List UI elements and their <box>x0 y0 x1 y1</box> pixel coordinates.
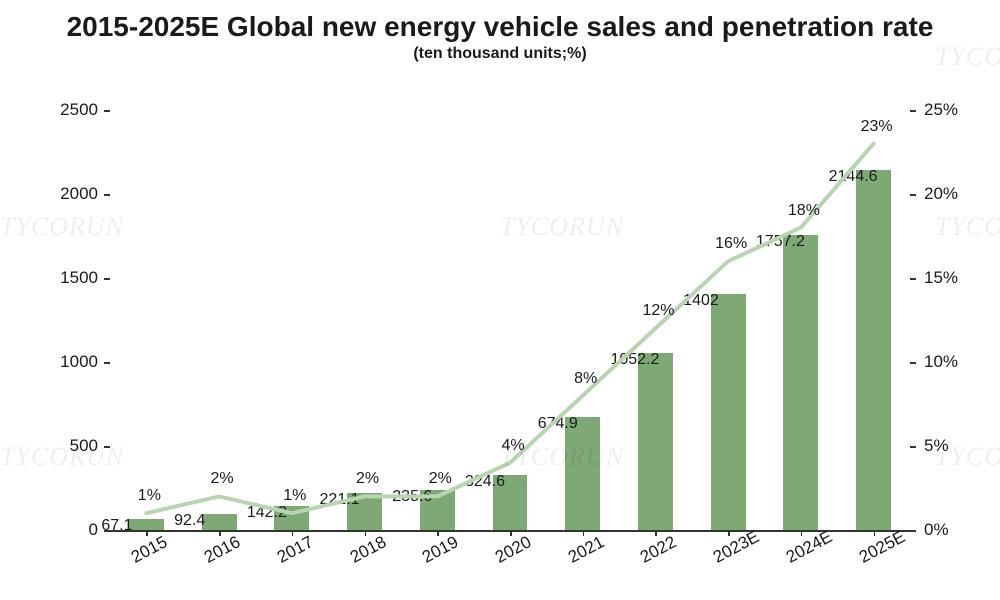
x-category-label: 2025E <box>856 527 909 568</box>
line-value-label: 4% <box>488 437 538 455</box>
x-tick <box>801 530 803 536</box>
y-left-tick-label: 0 <box>40 520 98 540</box>
watermark: TYCORUN <box>935 212 1000 242</box>
line-value-label: 1% <box>124 487 174 505</box>
line-value-label: 2% <box>415 470 465 488</box>
x-category-label: 2022 <box>637 532 680 567</box>
y-right-tick-label: 5% <box>924 436 949 456</box>
line-value-label: 23% <box>852 118 902 136</box>
line-value-label: 1% <box>270 487 320 505</box>
y-right-tick <box>910 530 916 532</box>
x-category-label: 2021 <box>565 532 608 567</box>
y-right-tick-label: 10% <box>924 352 958 372</box>
y-right-tick <box>910 110 916 112</box>
x-category-label: 2016 <box>201 532 244 567</box>
x-tick <box>583 530 585 536</box>
x-tick <box>510 530 512 536</box>
y-right-tick-label: 15% <box>924 268 958 288</box>
y-right-tick <box>910 446 916 448</box>
x-tick <box>874 530 876 536</box>
x-tick <box>655 530 657 536</box>
line-value-label: 2% <box>343 470 393 488</box>
chart-subtitle: (ten thousand units;%) <box>0 45 1000 63</box>
line-value-label: 8% <box>561 370 611 388</box>
x-category-label: 2023E <box>710 527 763 568</box>
y-right-tick <box>910 362 916 364</box>
x-tick <box>219 530 221 536</box>
line-value-label: 16% <box>706 235 756 253</box>
y-right-tick-label: 25% <box>924 100 958 120</box>
x-tick <box>437 530 439 536</box>
chart-area: 050010001500200025000%5%10%15%20%25%67.1… <box>110 110 910 530</box>
x-category-label: 2017 <box>274 532 317 567</box>
y-right-tick-label: 0% <box>924 520 949 540</box>
x-category-label: 2020 <box>492 532 535 567</box>
x-tick <box>365 530 367 536</box>
y-right-tick <box>910 278 916 280</box>
x-category-label: 2015 <box>128 532 171 567</box>
y-left-tick-label: 2000 <box>40 184 98 204</box>
x-category-label: 2018 <box>347 532 390 567</box>
x-tick <box>728 530 730 536</box>
x-tick <box>292 530 294 536</box>
watermark: TYCORUN <box>0 212 124 242</box>
line-value-label: 12% <box>633 302 683 320</box>
y-left-tick-label: 1000 <box>40 352 98 372</box>
y-left-tick-label: 500 <box>40 436 98 456</box>
x-category-label: 2019 <box>419 532 462 567</box>
y-right-tick-label: 20% <box>924 184 958 204</box>
y-left-tick-label: 1500 <box>40 268 98 288</box>
x-category-label: 2024E <box>783 527 836 568</box>
line-value-label: 18% <box>779 202 829 220</box>
y-right-tick <box>910 194 916 196</box>
line-value-label: 2% <box>197 470 247 488</box>
penetration-line <box>110 110 910 530</box>
chart-title: 2015-2025E Global new energy vehicle sal… <box>0 12 1000 43</box>
y-left-tick-label: 2500 <box>40 100 98 120</box>
